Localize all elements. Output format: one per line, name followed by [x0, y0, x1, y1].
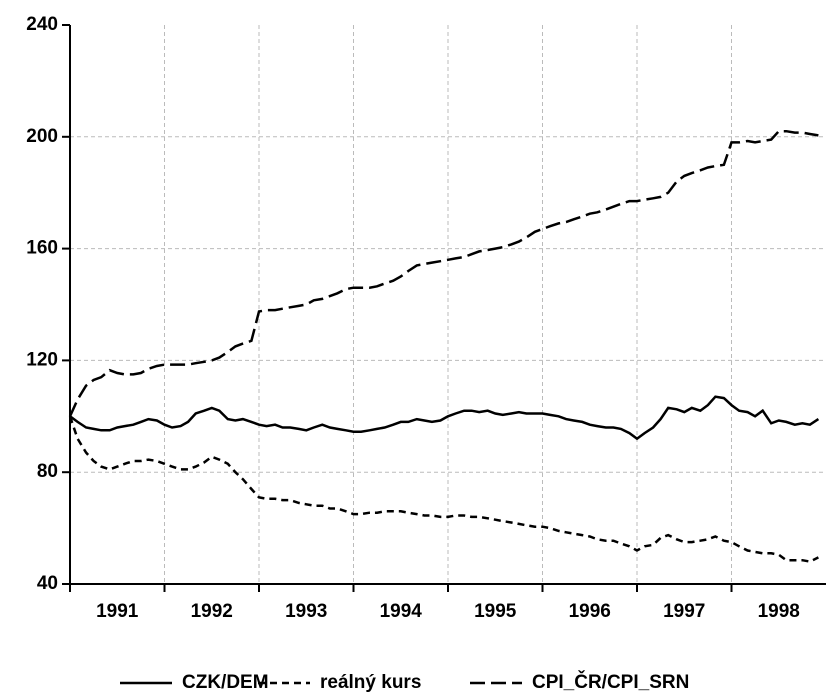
y-tick-label: 40: [37, 573, 58, 594]
legend-label: CPI_ČR/CPI_SRN: [532, 671, 689, 693]
series-line: [68, 415, 819, 563]
legend-label: CZK/DEM: [182, 672, 269, 693]
x-tick-label: 1993: [285, 601, 327, 622]
x-tick-label: 1992: [191, 601, 233, 622]
y-tick-label: 200: [26, 126, 58, 147]
x-tick-label: 1995: [474, 601, 517, 622]
y-tick-label: 120: [26, 349, 58, 370]
y-tick-label: 160: [26, 238, 58, 259]
y-tick-label: 80: [37, 461, 58, 482]
x-tick-label: 1996: [569, 601, 611, 622]
y-tick-label: 240: [26, 14, 58, 35]
x-tick-label: 1994: [380, 601, 423, 622]
series-line: [69, 395, 820, 441]
x-tick-label: 1991: [96, 601, 139, 622]
x-tick-label: 1998: [758, 601, 800, 622]
series-line: [68, 129, 819, 417]
legend-label: reálný kurs: [320, 672, 421, 693]
x-tick-label: 1997: [663, 601, 705, 622]
